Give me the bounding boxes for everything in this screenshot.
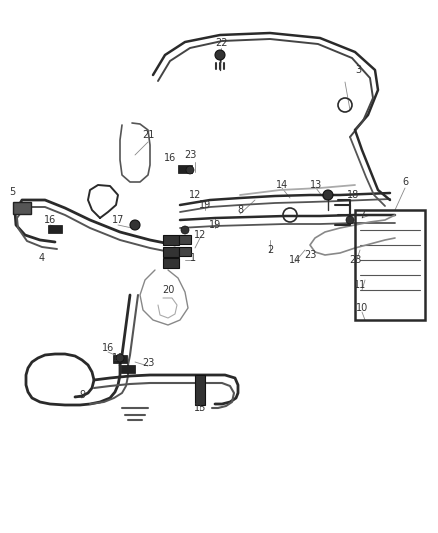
Circle shape — [323, 190, 333, 200]
Text: 21: 21 — [142, 130, 154, 140]
Text: 23: 23 — [349, 255, 361, 265]
Text: 23: 23 — [304, 250, 316, 260]
Text: 10: 10 — [356, 303, 368, 313]
Text: 4: 4 — [39, 253, 45, 263]
Bar — [121, 365, 135, 373]
Bar — [179, 235, 191, 244]
Text: 6: 6 — [402, 177, 408, 187]
Bar — [355, 210, 425, 320]
Circle shape — [215, 50, 225, 60]
Text: 14: 14 — [276, 180, 288, 190]
Text: 1: 1 — [190, 253, 196, 263]
Bar — [13, 202, 31, 214]
Text: 23: 23 — [142, 358, 154, 368]
Text: 18: 18 — [347, 190, 359, 200]
Text: 16: 16 — [164, 153, 176, 163]
Bar — [48, 225, 62, 233]
Text: 5: 5 — [9, 187, 15, 197]
Bar — [163, 235, 179, 245]
Bar — [163, 258, 179, 268]
Text: 16: 16 — [44, 215, 56, 225]
Bar — [179, 247, 191, 256]
Text: 17: 17 — [112, 215, 124, 225]
Text: 15: 15 — [194, 403, 206, 413]
Circle shape — [116, 354, 124, 362]
Text: 16: 16 — [112, 353, 124, 363]
Text: 20: 20 — [162, 285, 174, 295]
Circle shape — [181, 226, 189, 234]
Bar — [178, 165, 192, 173]
Text: 9: 9 — [79, 390, 85, 400]
Text: 8: 8 — [237, 205, 243, 215]
Text: 12: 12 — [189, 190, 201, 200]
Text: 22: 22 — [215, 38, 227, 48]
Text: 2: 2 — [267, 245, 273, 255]
Circle shape — [186, 166, 194, 174]
Text: 23: 23 — [184, 150, 196, 160]
Circle shape — [346, 216, 354, 224]
Text: 16: 16 — [102, 343, 114, 353]
Text: 7: 7 — [359, 210, 365, 220]
Text: 19: 19 — [199, 200, 211, 210]
Bar — [163, 247, 179, 257]
Text: 3: 3 — [355, 65, 361, 75]
Text: 12: 12 — [194, 230, 206, 240]
Text: 19: 19 — [209, 220, 221, 230]
Circle shape — [130, 220, 140, 230]
Bar — [195, 375, 205, 405]
Text: 13: 13 — [310, 180, 322, 190]
Text: 11: 11 — [354, 280, 366, 290]
Bar — [113, 355, 127, 363]
Text: 14: 14 — [289, 255, 301, 265]
